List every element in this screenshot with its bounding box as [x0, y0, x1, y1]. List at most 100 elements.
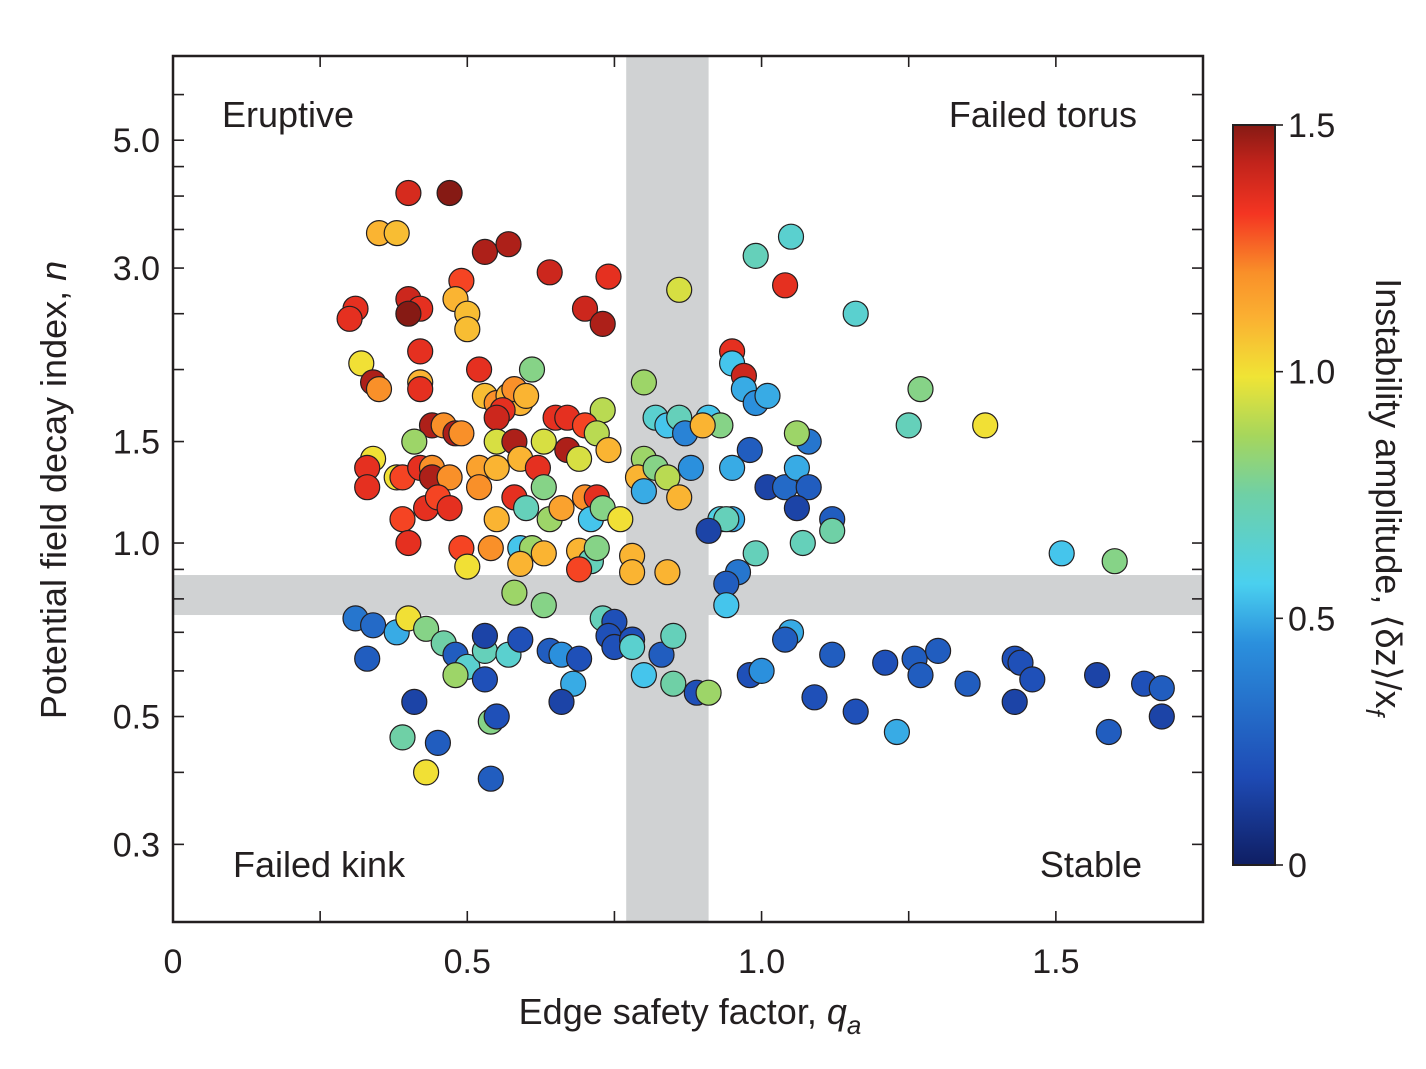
data-point	[436, 179, 463, 207]
data-point	[454, 553, 481, 580]
y-axis: 0.3 0.5 1.0 1.5 3.0 5.0	[113, 93, 1203, 864]
data-point	[466, 356, 493, 383]
x-tick-label: 1.0	[738, 943, 785, 981]
y-tick-label: 0.5	[113, 699, 160, 737]
data-point	[565, 645, 593, 672]
data-point	[477, 534, 504, 562]
data-point	[907, 376, 934, 403]
data-point	[924, 637, 952, 665]
x-axis-title: Edge safety factor, qa	[519, 991, 862, 1040]
data-point	[512, 495, 540, 522]
x-axis: 0 0.5 1.0 1.5	[164, 56, 1079, 981]
data-point	[1148, 703, 1175, 730]
x-tick-label: 1.5	[1032, 943, 1079, 981]
data-point	[354, 474, 381, 501]
data-point	[748, 657, 775, 685]
threshold-band-horizontal	[173, 575, 1203, 616]
data-point	[589, 310, 616, 337]
data-point	[448, 420, 475, 447]
colorbar-ticks: 0 0.5 1.0 1.5	[1275, 107, 1335, 885]
data-point	[1083, 661, 1111, 689]
data-point	[365, 376, 393, 403]
data-point	[695, 517, 722, 544]
data-point	[395, 529, 422, 557]
data-point	[660, 670, 687, 697]
data-point	[695, 679, 722, 706]
data-point	[618, 633, 646, 661]
data-point	[777, 223, 805, 250]
data-point	[660, 622, 687, 650]
y-tick-label: 1.5	[113, 424, 160, 462]
data-points	[336, 179, 1175, 792]
data-point	[783, 495, 811, 522]
data-point	[618, 559, 646, 586]
data-point	[565, 556, 593, 583]
data-point	[395, 179, 422, 207]
data-point	[530, 540, 557, 567]
region-label-failed-kink: Failed kink	[233, 844, 406, 885]
region-label-stable: Stable	[1040, 844, 1142, 885]
data-point	[530, 592, 557, 619]
y-tick-label: 1.0	[113, 525, 160, 563]
data-point	[842, 698, 869, 725]
colorbar-title: Instability amplitude, ⟨δz⟩/xf	[1360, 278, 1409, 718]
data-point	[648, 641, 675, 668]
data-point	[507, 550, 534, 578]
data-point	[477, 765, 504, 792]
data-point	[1095, 718, 1122, 746]
data-point	[742, 540, 769, 567]
data-point	[819, 517, 846, 544]
data-point	[654, 464, 681, 491]
region-label-eruptive: Eruptive	[222, 94, 354, 135]
data-point	[666, 484, 693, 511]
data-point	[548, 688, 575, 716]
data-point	[795, 474, 822, 501]
data-point	[389, 506, 416, 533]
data-point	[666, 276, 693, 303]
data-point	[907, 661, 934, 689]
y-tick-label: 5.0	[113, 122, 160, 160]
data-point	[530, 428, 557, 455]
data-point	[819, 641, 846, 668]
y-tick-label: 0.3	[113, 826, 160, 864]
data-point	[383, 220, 410, 247]
data-point	[512, 382, 540, 409]
data-point	[789, 529, 816, 557]
data-point	[360, 612, 387, 639]
data-point	[972, 412, 999, 439]
data-point	[483, 404, 510, 431]
data-point	[401, 688, 428, 716]
data-point	[895, 412, 922, 439]
data-point	[872, 649, 899, 676]
data-point	[401, 428, 428, 455]
data-point	[954, 670, 981, 697]
data-point	[442, 661, 469, 689]
colorbar-tick-label: 0	[1288, 847, 1307, 885]
data-point	[736, 436, 763, 464]
data-point	[436, 495, 463, 522]
data-point	[336, 305, 363, 332]
data-point	[583, 534, 610, 562]
data-point	[783, 454, 811, 481]
data-point	[1019, 666, 1046, 693]
data-point	[495, 231, 522, 258]
data-point	[454, 316, 481, 343]
data-point	[595, 436, 622, 464]
data-point	[595, 263, 622, 290]
data-point	[407, 376, 434, 403]
data-point	[842, 300, 869, 327]
data-point	[483, 703, 510, 730]
data-point	[630, 478, 658, 505]
data-point	[471, 622, 498, 650]
data-point	[348, 350, 375, 377]
data-point	[436, 464, 463, 491]
data-point	[395, 300, 422, 327]
data-point	[754, 382, 781, 409]
x-tick-label: 0	[164, 943, 183, 981]
x-tick-label: 0.5	[444, 943, 491, 981]
threshold-bands	[173, 56, 1203, 922]
data-point	[548, 495, 575, 522]
data-point	[413, 759, 440, 786]
colorbar	[1232, 124, 1276, 866]
data-point	[677, 454, 705, 481]
